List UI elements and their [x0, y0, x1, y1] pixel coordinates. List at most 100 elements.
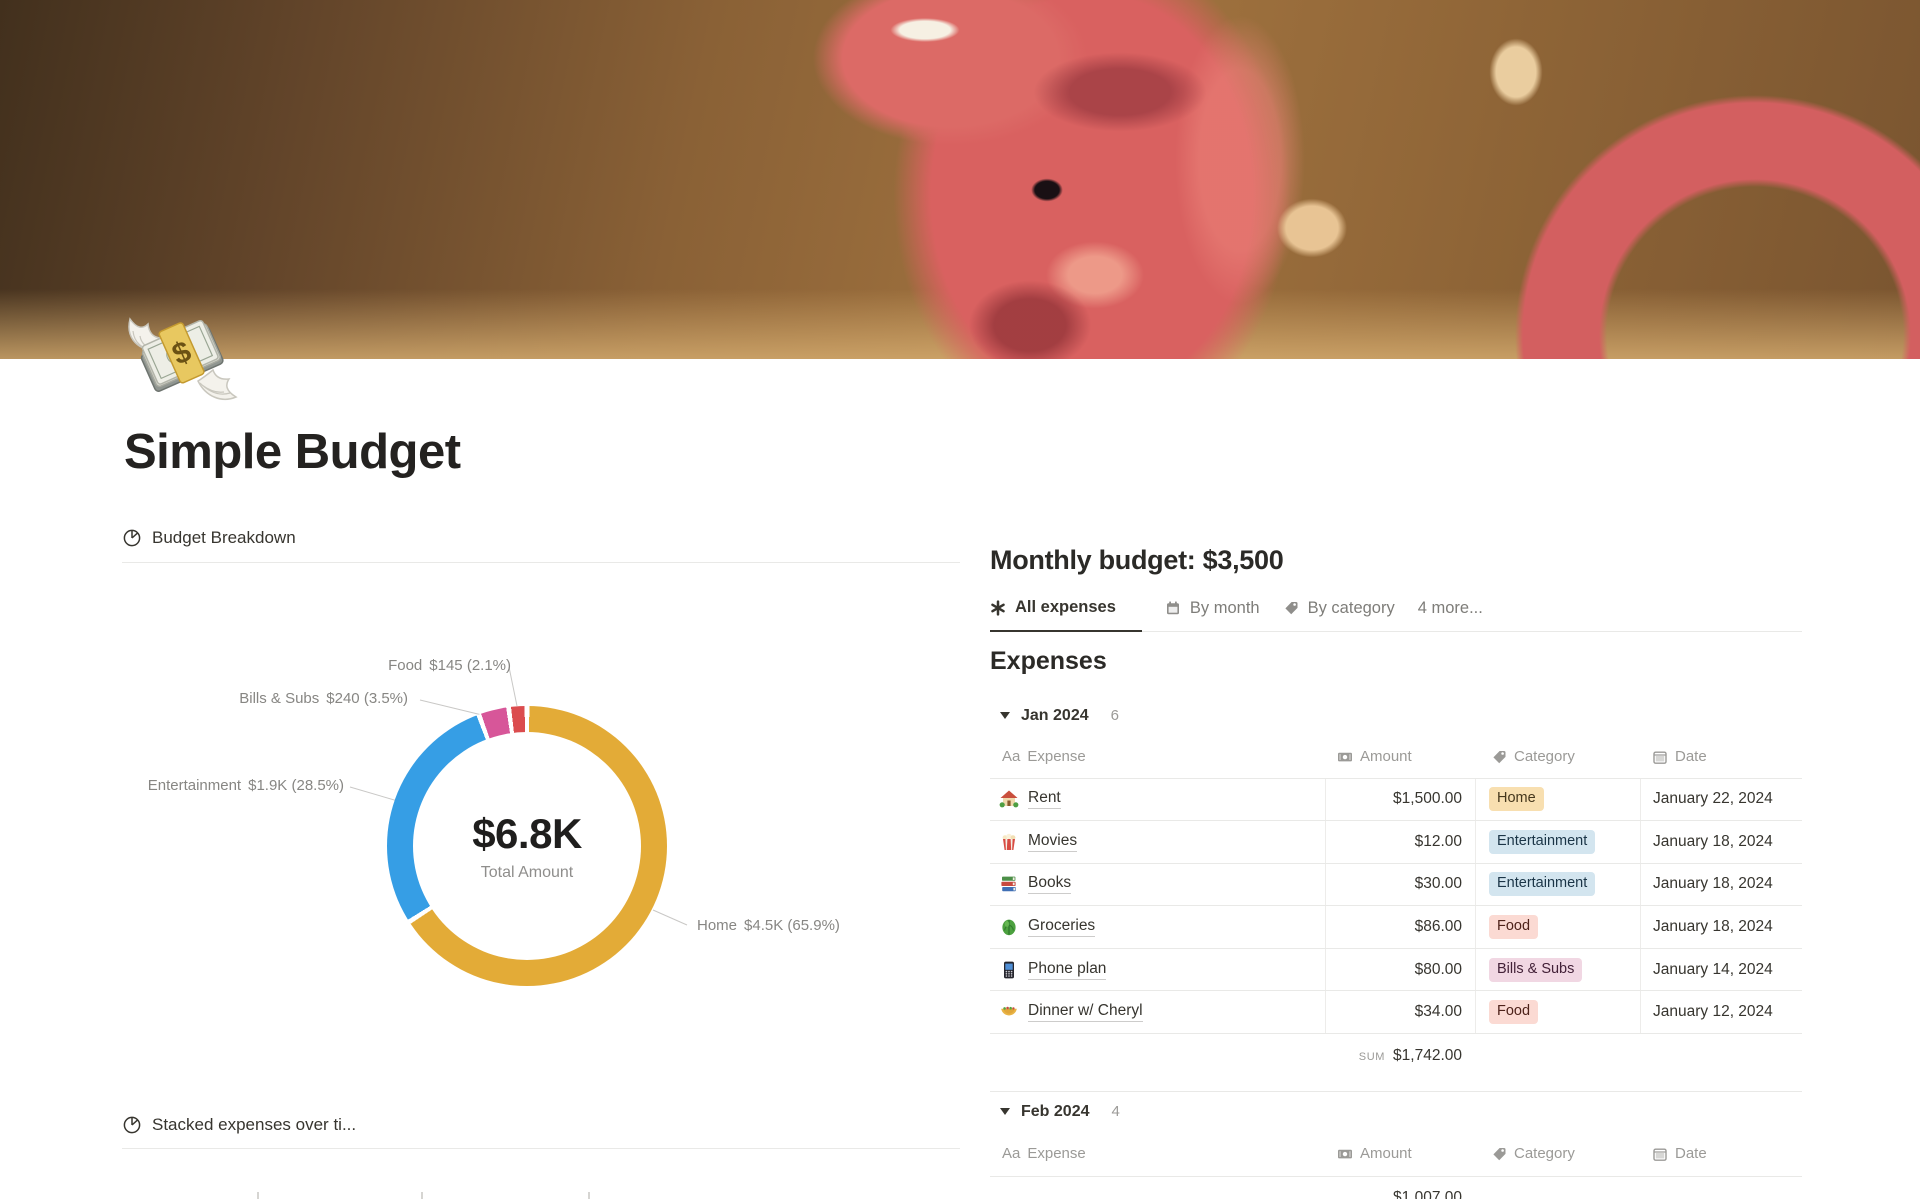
- expense-name[interactable]: Dinner w/ Cheryl: [1028, 1002, 1143, 1023]
- section-heading-budget-breakdown: Budget Breakdown: [122, 527, 960, 549]
- expense-date[interactable]: January 22, 2024: [1640, 778, 1802, 821]
- column-header-category[interactable]: Category: [1475, 748, 1640, 765]
- expense-name[interactable]: Phone plan: [1028, 960, 1107, 980]
- leafy-green-icon: [1002, 919, 1016, 936]
- section-heading-stacked-expenses: Stacked expenses over ti...: [122, 1114, 960, 1136]
- expense-date[interactable]: January 14, 2024: [1640, 948, 1802, 991]
- text-property-icon: Aa: [1002, 748, 1021, 765]
- expense-date[interactable]: January 18, 2024: [1640, 863, 1802, 906]
- expense-date[interactable]: January 18, 2024: [1640, 906, 1802, 948]
- column-header-expense[interactable]: Aa Expense: [1002, 1145, 1086, 1163]
- table-view-asterisk-icon: [991, 599, 1005, 616]
- donut-center: $6.8K Total Amount: [413, 732, 641, 960]
- table-column-headers: Aa Expense Amount Category: [990, 1131, 1802, 1178]
- tab-by-category[interactable]: By category: [1283, 590, 1395, 631]
- tab-by-month[interactable]: By month: [1165, 590, 1260, 631]
- category-badge[interactable]: Home: [1489, 787, 1544, 812]
- expense-row-phone-plan[interactable]: Phone plan $80.00 Bills & Subs January 1…: [990, 948, 1802, 992]
- table-column-headers: Aa Expense Amount Category: [990, 736, 1802, 779]
- sum-label: SUM: [1358, 1051, 1386, 1064]
- expense-row-groceries[interactable]: Groceries $86.00 Food January 18, 2024: [990, 906, 1802, 949]
- category-badge[interactable]: Food: [1489, 1000, 1539, 1025]
- section-divider: [122, 1148, 960, 1149]
- category-badge[interactable]: Entertainment: [1489, 829, 1596, 854]
- column-header-date[interactable]: Date: [1640, 748, 1802, 765]
- calendar-icon: [1166, 601, 1179, 615]
- banknote-icon: [1338, 1149, 1352, 1158]
- budget-breakdown-chart: $6.8K Total Amount Food $145 (2.1%) Bills…: [122, 563, 960, 1148]
- taco-icon: [1001, 1006, 1017, 1016]
- expense-row-rent[interactable]: Rent $1,500.00 Home January 22, 2024: [990, 778, 1802, 822]
- text-property-icon: Aa: [1002, 1145, 1021, 1163]
- group-count: 6: [1110, 707, 1119, 724]
- group-sum-row: SUM $1,742.00: [990, 1034, 1802, 1078]
- group-count: 4: [1111, 1103, 1120, 1121]
- chart-label-food: Food $145 (2.1%): [388, 657, 511, 674]
- view-tabs: All expenses By month By category 4 more…: [990, 589, 1802, 632]
- sum-value: $1,742.00: [1393, 1047, 1462, 1065]
- tab-all-expenses[interactable]: All expenses: [990, 589, 1142, 632]
- calendar-icon: [1653, 1148, 1667, 1161]
- column-header-category[interactable]: Category: [1475, 1145, 1640, 1162]
- tag-icon: [1493, 1147, 1506, 1160]
- group-header-feb-2024[interactable]: Feb 2024 4: [990, 1091, 1802, 1131]
- donut-chart[interactable]: $6.8K Total Amount: [387, 706, 667, 986]
- expense-row-dinner[interactable]: Dinner w/ Cheryl $34.00 Food January 12,…: [990, 991, 1802, 1035]
- category-badge[interactable]: Bills & Subs: [1489, 957, 1583, 982]
- banknote-icon: [1338, 752, 1352, 761]
- expenses-heading: Expenses: [990, 646, 1107, 675]
- mobile-phone-icon: [1004, 961, 1014, 979]
- section-title: Budget Breakdown: [152, 528, 296, 547]
- monthly-budget-heading: Monthly budget: $3,500: [990, 545, 1284, 575]
- column-header-amount[interactable]: Amount: [1325, 748, 1475, 765]
- page-icon-money-with-wings[interactable]: $: [122, 305, 244, 411]
- expense-name[interactable]: Books: [1028, 874, 1072, 895]
- section-divider: [122, 562, 960, 563]
- expense-name[interactable]: Movies: [1028, 832, 1078, 852]
- group-header-jan-2024[interactable]: Jan 2024 6: [990, 696, 1802, 736]
- popcorn-icon: [1002, 833, 1016, 850]
- stacked-bar-chart-sliver: [588, 1192, 590, 1199]
- expense-name[interactable]: Rent: [1028, 789, 1061, 810]
- sum-cell[interactable]: SUM $1,742.00: [1359, 1047, 1475, 1065]
- column-header-expense[interactable]: Aa Expense: [1002, 748, 1086, 765]
- expense-date[interactable]: January 18, 2024: [1640, 821, 1802, 863]
- section-title: Stacked expenses over ti...: [152, 1115, 357, 1134]
- pie-chart-icon: [123, 529, 141, 547]
- expense-amount[interactable]: $30.00: [1325, 863, 1475, 906]
- group-label[interactable]: Jan 2024: [1021, 706, 1089, 724]
- donut-total-value: $6.8K: [472, 810, 582, 857]
- expense-amount[interactable]: $34.00: [1325, 991, 1475, 1034]
- collapse-triangle-icon[interactable]: [1000, 1108, 1010, 1116]
- expense-row-movies[interactable]: Movies $12.00 Entertainment January 18, …: [990, 821, 1802, 864]
- chart-label-home: Home $4.5K (65.9%): [697, 917, 840, 934]
- expense-amount[interactable]: $80.00: [1325, 948, 1475, 991]
- column-header-date[interactable]: Date: [1640, 1145, 1802, 1162]
- pie-chart-icon: [123, 1116, 141, 1134]
- column-header-amount[interactable]: Amount: [1325, 1145, 1475, 1162]
- books-icon: [1001, 877, 1016, 892]
- group-label[interactable]: Feb 2024: [1021, 1102, 1090, 1120]
- expense-amount[interactable]: $86.00: [1325, 906, 1475, 948]
- category-badge[interactable]: Food: [1489, 915, 1539, 940]
- tag-icon: [1284, 602, 1298, 615]
- category-badge[interactable]: Entertainment: [1489, 872, 1596, 897]
- cover-image-piggy-bank: [0, 0, 1920, 359]
- stacked-bar-chart-sliver: [421, 1192, 423, 1199]
- expense-amount[interactable]: $12.00: [1325, 821, 1475, 863]
- expense-amount[interactable]: $1,007.00: [1393, 1189, 1462, 1199]
- wing-right: [197, 368, 238, 401]
- collapse-triangle-icon[interactable]: [1000, 712, 1010, 719]
- expense-row-partial[interactable]: $1,007.00: [990, 1177, 1802, 1199]
- chart-label-bills-subs: Bills & Subs $240 (3.5%): [239, 690, 408, 707]
- expense-row-books[interactable]: Books $30.00 Entertainment January 18, 2…: [990, 863, 1802, 907]
- chart-label-entertainment: Entertainment $1.9K (28.5%): [147, 777, 344, 794]
- donut-total-label: Total Amount: [480, 864, 574, 881]
- more-views-button[interactable]: 4 more...: [1417, 598, 1483, 617]
- expense-date[interactable]: January 12, 2024: [1640, 991, 1802, 1034]
- page-title[interactable]: Simple Budget: [124, 425, 461, 479]
- stacked-bar-chart-sliver: [257, 1192, 259, 1199]
- expense-name[interactable]: Groceries: [1028, 917, 1096, 938]
- expense-amount[interactable]: $1,500.00: [1325, 778, 1475, 821]
